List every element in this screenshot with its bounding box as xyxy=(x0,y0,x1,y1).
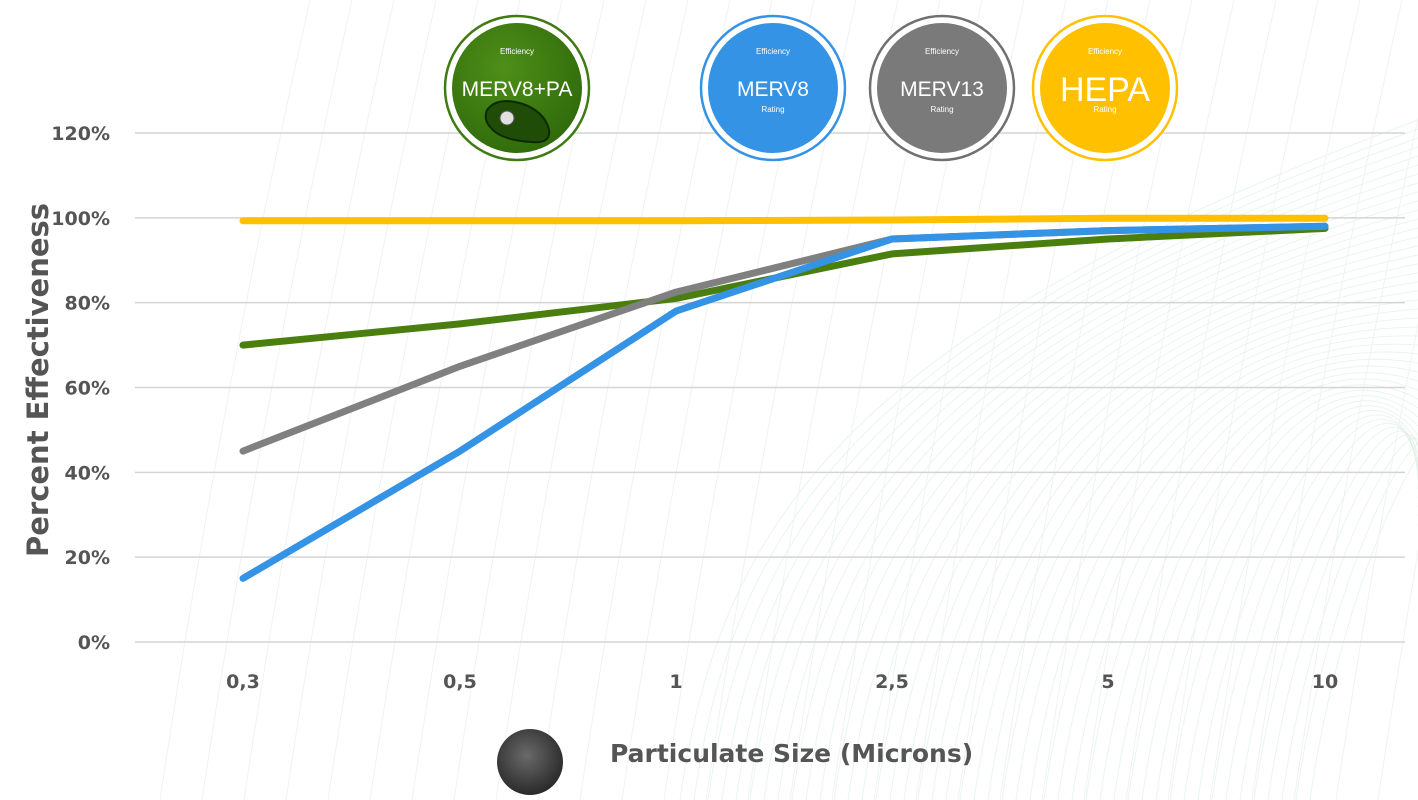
y-axis-ticks: 0% 20% 40% 60% 80% 100% 120% xyxy=(51,123,110,654)
badge-name: MERV8 xyxy=(737,78,809,101)
y-tick-label: 120% xyxy=(51,123,110,145)
badge-rating-label: Rating xyxy=(1093,105,1116,114)
legend-badge-merv8: Efficiency MERV8 Rating xyxy=(699,14,847,162)
x-tick-label: 1 xyxy=(669,671,682,693)
background-wave-pattern xyxy=(159,0,1418,800)
y-tick-label: 0% xyxy=(78,632,110,654)
badge-efficiency-label: Efficiency xyxy=(1088,47,1122,56)
legend-badges: Efficiency MERV8+PA Rating Efficiency MERV8 R… xyxy=(443,14,1179,162)
y-tick-label: 100% xyxy=(51,208,110,230)
series-line-merv8 xyxy=(239,222,1329,582)
y-tick-label: 20% xyxy=(65,547,110,569)
legend-badge-merv13: Efficiency MERV13 Rating xyxy=(868,14,1016,162)
gridlines xyxy=(135,132,1405,643)
y-tick-label: 80% xyxy=(65,293,110,315)
badge-name: MERV8+PA xyxy=(462,78,573,101)
badge-name: HEPA xyxy=(1060,71,1150,109)
y-tick-label: 60% xyxy=(65,378,110,400)
y-axis-title: Percent Effectiveness xyxy=(21,203,55,557)
series-lines xyxy=(239,214,1329,582)
badge-rating-label: Rating xyxy=(761,105,784,114)
particle-icon xyxy=(497,729,563,795)
device-icon xyxy=(484,100,551,144)
badge-efficiency-label: Efficiency xyxy=(756,47,790,56)
y-tick-label: 40% xyxy=(65,462,110,484)
x-tick-label: 0,5 xyxy=(443,671,477,693)
x-axis-title: Particulate Size (Microns) xyxy=(610,739,973,768)
x-axis-ticks: 0,3 0,5 1 2,5 5 10 xyxy=(226,671,1338,693)
series-line-hepa xyxy=(239,214,1329,225)
x-tick-label: 5 xyxy=(1101,671,1114,693)
badge-name: MERV13 xyxy=(900,78,984,101)
badge-efficiency-label: Efficiency xyxy=(500,47,534,56)
badge-rating-label: Rating xyxy=(930,105,953,114)
x-tick-label: 2,5 xyxy=(875,671,909,693)
x-tick-label: 10 xyxy=(1312,671,1338,693)
badge-efficiency-label: Efficiency xyxy=(925,47,959,56)
series-line-merv8-pa xyxy=(239,224,1329,349)
x-tick-label: 0,3 xyxy=(226,671,260,693)
